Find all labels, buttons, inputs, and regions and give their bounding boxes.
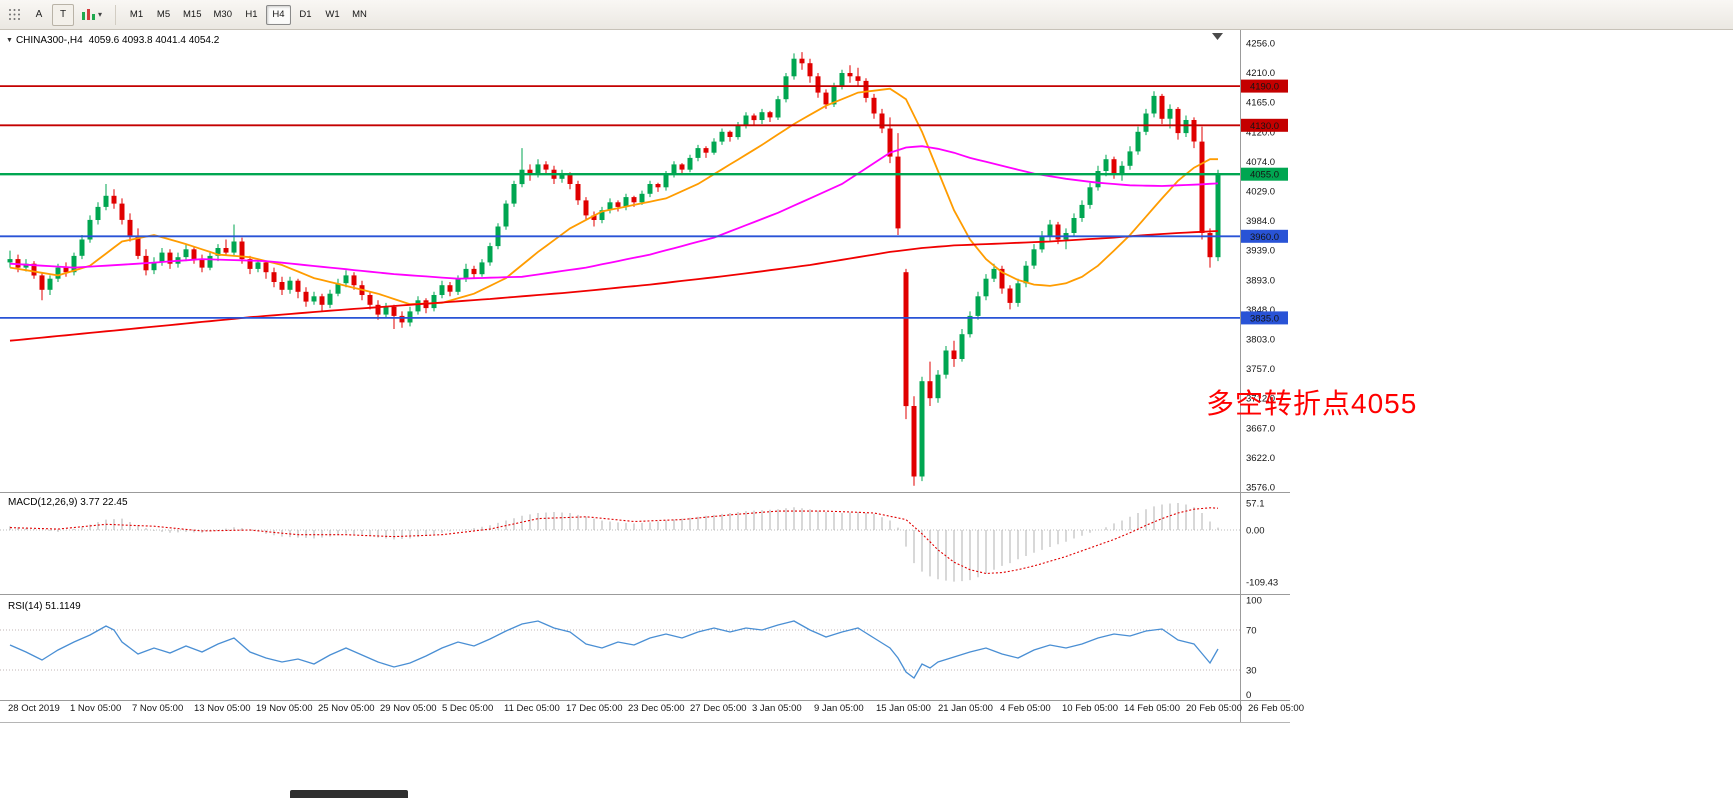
chart-canvas[interactable]: 4256.0 4210.0 4165.0 4120.0 4074.0 4029.0 3984…	[0, 30, 1733, 798]
time-axis-label: 26 Feb 05:00	[1248, 703, 1304, 714]
timeframe-group: M1 M5 M15 M30 H1 H4 D1 W1 MN	[124, 4, 372, 25]
price-tag-label: 4130.0	[1250, 121, 1279, 132]
indicator-bars-icon	[82, 9, 95, 20]
time-axis-label: 15 Jan 05:00	[876, 703, 931, 714]
rsi-line	[9, 620, 1219, 679]
tf-button-m5[interactable]: M5	[151, 5, 176, 25]
text-tool-button[interactable]: T	[52, 3, 74, 26]
price-axis-label: 4074.0	[1246, 157, 1275, 168]
tf-button-m15[interactable]: M15	[178, 5, 206, 25]
price-axis-label: 4165.0	[1246, 98, 1275, 109]
price-axis-label: 4120.0	[1246, 127, 1275, 138]
tf-button-w1[interactable]: W1	[320, 5, 345, 25]
macd-signal-line	[9, 507, 1219, 575]
macd-scale-label: -109.43	[1246, 577, 1278, 588]
price-tag	[1241, 311, 1288, 325]
time-axis-label: 1 Nov 05:00	[70, 703, 121, 714]
time-axis-label: 3 Jan 05:00	[752, 703, 802, 714]
macd-histogram	[9, 503, 1219, 582]
time-axis-label: 7 Nov 05:00	[132, 703, 183, 714]
macd-scale-label: 0.00	[1246, 526, 1265, 537]
chart-annotation: 多空转折点4055	[1206, 388, 1418, 419]
price-axis-label: 3803.0	[1246, 335, 1275, 346]
price-tag-label: 3835.0	[1250, 313, 1279, 324]
chart-ohlc-values: 4059.6 4093.8 4041.4 4054.2	[88, 35, 220, 46]
price-axis-label: 3622.0	[1246, 453, 1275, 464]
time-axis-label: 21 Jan 05:00	[938, 703, 993, 714]
time-axis-label: 20 Feb 05:00	[1186, 703, 1242, 714]
chart-symbol-period: CHINA300-,H4	[15, 35, 83, 46]
price-tag-label: 3960.0	[1250, 232, 1279, 243]
time-axis-label: 10 Feb 05:00	[1062, 703, 1118, 714]
tf-button-m1[interactable]: M1	[124, 5, 149, 25]
price-axis-label: 4029.0	[1246, 187, 1275, 198]
tf-button-h1[interactable]: H1	[239, 5, 264, 25]
price-tag-label: 4055.0	[1250, 170, 1279, 181]
time-axis-label: 9 Jan 05:00	[814, 703, 864, 714]
time-axis-label: 28 Oct 2019	[8, 703, 60, 714]
time-axis-label: 4 Feb 05:00	[1000, 703, 1051, 714]
tf-button-d1[interactable]: D1	[293, 5, 318, 25]
time-axis-label: 25 Nov 05:00	[318, 703, 375, 714]
chart-title: ▼ CHINA300-,H4 4059.6 4093.8 4041.4 4054.2	[6, 35, 219, 46]
indicators-dropdown[interactable]: ▾	[76, 4, 107, 26]
tf-button-h4[interactable]: H4	[265, 4, 291, 25]
time-axis-label: 23 Dec 05:00	[628, 703, 685, 714]
time-axis-label: 29 Nov 05:00	[380, 703, 437, 714]
time-axis-label: 13 Nov 05:00	[194, 703, 251, 714]
macd-scale-label: 57.1	[1246, 498, 1265, 509]
price-axis-label: 3848.0	[1246, 305, 1275, 316]
rsi-indicator-label: RSI(14) 51.1149	[8, 601, 81, 612]
rsi-scale-label: 0	[1246, 690, 1251, 701]
scroll-to-end-marker[interactable]	[1212, 33, 1223, 40]
chart-menu-icon[interactable]: ▼	[6, 37, 13, 44]
time-axis-label: 19 Nov 05:00	[256, 703, 313, 714]
price-tag	[1241, 167, 1288, 181]
price-tag	[1241, 79, 1288, 93]
price-axis-label: 3712.0	[1246, 394, 1275, 405]
macd-indicator-label: MACD(12,26,9) 3.77 22.45	[8, 497, 128, 508]
ma-line-fast	[9, 87, 1218, 306]
time-axis-label: 11 Dec 05:00	[504, 703, 560, 714]
time-axis-label: 17 Dec 05:00	[566, 703, 623, 714]
rsi-scale-label: 30	[1246, 666, 1257, 677]
price-tag	[1241, 229, 1288, 243]
price-tag-label: 4190.0	[1250, 82, 1279, 93]
toolbar: A T ▾ M1 M5 M15 M30 H1 H4 D1 W1 MN	[0, 0, 1733, 30]
rsi-scale-label: 70	[1246, 626, 1257, 637]
background-window-fragment	[290, 790, 408, 798]
price-axis-label: 3757.0	[1246, 364, 1275, 375]
price-tag	[1241, 118, 1288, 132]
chevron-down-icon: ▾	[98, 10, 103, 19]
candles-layer	[7, 52, 1221, 486]
time-axis-label: 27 Dec 05:00	[690, 703, 747, 714]
price-axis-label: 3893.0	[1246, 275, 1275, 286]
tf-button-mn[interactable]: MN	[347, 5, 372, 25]
toolbar-separator	[115, 4, 117, 25]
price-axis-label: 3576.0	[1246, 483, 1275, 494]
price-axis-label: 4210.0	[1246, 68, 1275, 79]
grid-icon[interactable]	[3, 4, 26, 26]
price-axis-label: 4256.0	[1246, 39, 1275, 50]
chart-window: 4256.0 4210.0 4165.0 4120.0 4074.0 4029.0 3984…	[0, 30, 1733, 798]
tf-button-m30[interactable]: M30	[209, 5, 237, 25]
time-axis-label: 14 Feb 05:00	[1124, 703, 1180, 714]
price-axis-label: 3667.0	[1246, 423, 1275, 434]
time-axis-label: 5 Dec 05:00	[442, 703, 493, 714]
ma-line-slow	[9, 230, 1219, 342]
price-axis-label: 3939.0	[1246, 246, 1275, 257]
arrow-tool-button[interactable]: A	[28, 4, 50, 26]
ma-line-medium	[9, 145, 1219, 280]
price-axis-label: 3984.0	[1246, 216, 1275, 227]
rsi-scale-label: 100	[1246, 596, 1262, 607]
